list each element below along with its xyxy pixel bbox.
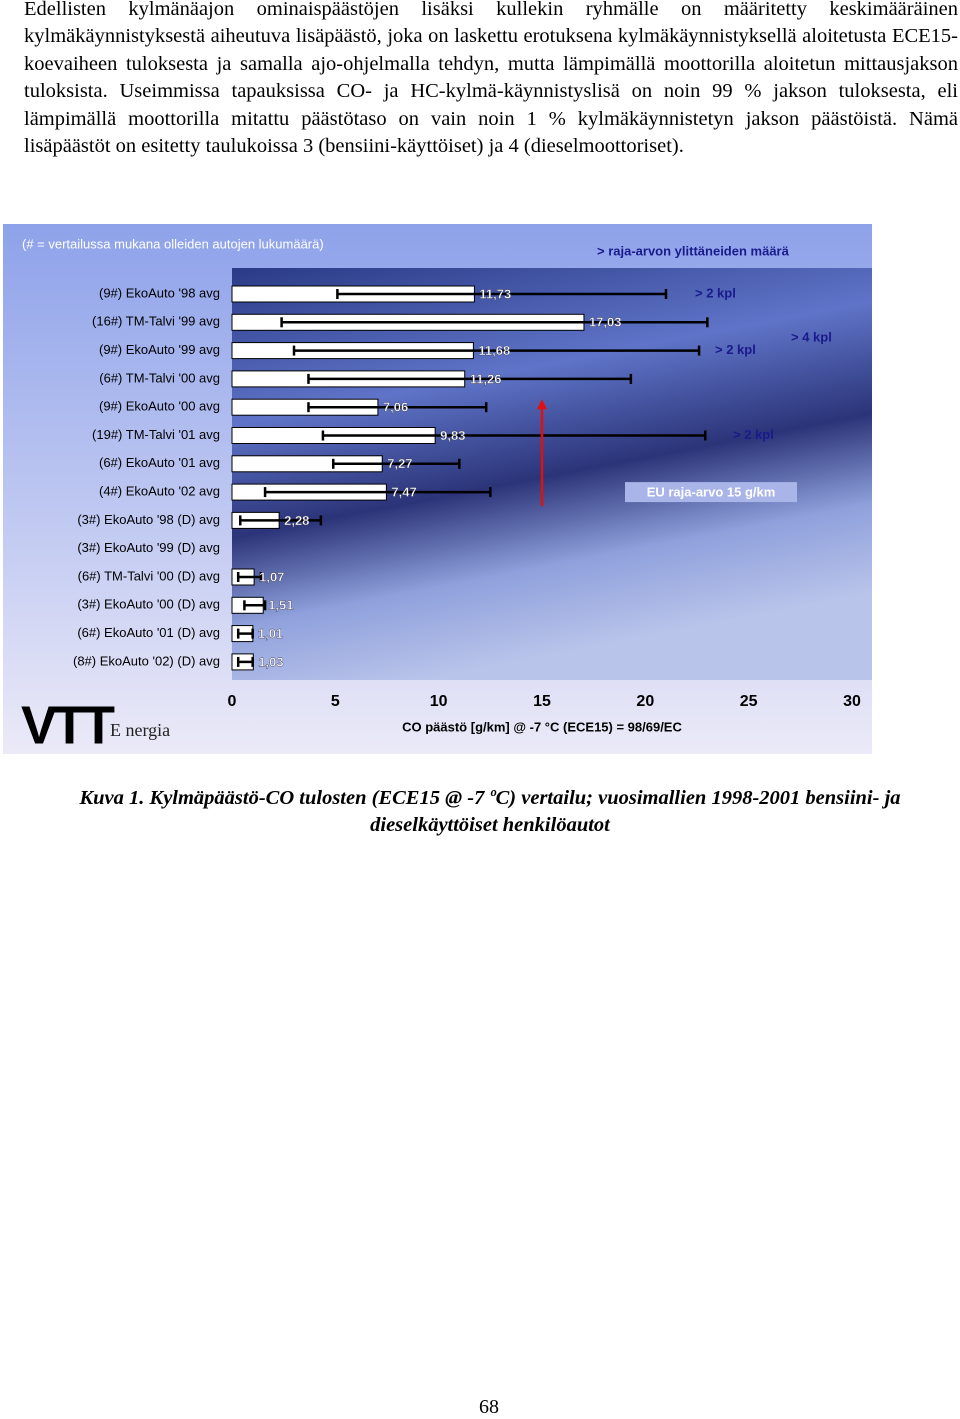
category-label: (6#) EkoAuto '01 avg [99, 455, 220, 470]
error-bar [239, 515, 323, 526]
error-bar [292, 345, 701, 356]
error-bar [321, 430, 707, 441]
error-bar [280, 317, 709, 328]
value-label: 7,06 [383, 400, 408, 415]
category-label: (16#) TM-Talvi '99 avg [92, 314, 220, 329]
x-tick-label: 20 [636, 693, 654, 710]
value-label: 1,07 [259, 569, 284, 584]
value-label: 17,03 [589, 315, 622, 330]
value-label: 11,68 [478, 343, 510, 358]
background-photo [232, 268, 872, 680]
x-tick-label: 0 [228, 693, 237, 710]
error-bar [236, 628, 254, 639]
value-label: 7,27 [387, 456, 412, 471]
x-tick-label: 25 [740, 693, 758, 710]
x-tick-label: 15 [533, 693, 551, 710]
x-tick-label: 10 [430, 693, 448, 710]
error-bar [336, 289, 668, 299]
category-label: (19#) TM-Talvi '01 avg [92, 427, 220, 442]
value-label: 1,01 [258, 626, 283, 641]
body-paragraph: Edellisten kylmänäajon ominaispäästöjen … [24, 0, 958, 158]
error-bar [263, 487, 492, 498]
exceed-label: > 2 kpl [695, 285, 736, 300]
page-number: 68 [479, 1396, 499, 1418]
value-label: 2,28 [284, 513, 309, 528]
value-label: 11,73 [479, 286, 511, 301]
error-bar [307, 402, 488, 413]
error-bar [236, 656, 254, 667]
category-label: (3#) EkoAuto '99 (D) avg [77, 540, 220, 555]
exceed-label: > 2 kpl [715, 342, 756, 357]
category-label: (9#) EkoAuto '99 avg [99, 342, 220, 357]
value-label: 9,83 [440, 428, 465, 443]
category-label: (3#) EkoAuto '98 (D) avg [77, 512, 220, 527]
chart-header-left: (# = vertailussa mukana olleiden autojen… [22, 236, 324, 251]
chart: (# = vertailussa mukana olleiden autojen… [3, 224, 872, 754]
value-label: 7,47 [391, 485, 416, 500]
logo: VTT [21, 695, 115, 754]
category-label: (3#) EkoAuto '00 (D) avg [77, 597, 220, 612]
figure-caption: Kuva 1. Kylmäpäästö-CO tulosten (ECE15 @… [79, 787, 901, 836]
value-label: 1,03 [258, 654, 283, 669]
category-label: (9#) EkoAuto '00 avg [99, 399, 220, 414]
logo-subtitle: E nergia [110, 720, 170, 740]
exceed-label: > 2 kpl [733, 427, 774, 442]
exceed-label: > 4 kpl [791, 330, 832, 345]
x-tick-label: 5 [331, 693, 340, 710]
limit-arrowhead [537, 399, 547, 410]
limit-label: EU raja-arvo 15 g/km [647, 485, 776, 500]
limit-label-box [625, 482, 797, 503]
value-label: 11,26 [470, 371, 502, 386]
category-label: (8#) EkoAuto '02) (D) avg [73, 653, 220, 668]
x-tick-label: 30 [843, 693, 861, 710]
category-label: (6#) TM-Talvi '00 (D) avg [78, 568, 220, 583]
category-label: (4#) EkoAuto '02 avg [99, 484, 220, 499]
x-axis-label: CO päästö [g/km] @ -7 °C (ECE15) = 98/69… [402, 719, 682, 734]
chart-header-right: > raja-arvon ylittäneiden määrä [597, 243, 790, 258]
category-label: (9#) EkoAuto '98 avg [99, 285, 220, 300]
error-bar [243, 600, 267, 611]
category-label: (6#) EkoAuto '01 (D) avg [77, 625, 220, 640]
error-bar [307, 373, 633, 384]
error-bar [236, 572, 263, 582]
value-label: 1,51 [268, 598, 293, 613]
error-bar [332, 458, 461, 469]
category-label: (6#) TM-Talvi '00 avg [99, 370, 220, 385]
